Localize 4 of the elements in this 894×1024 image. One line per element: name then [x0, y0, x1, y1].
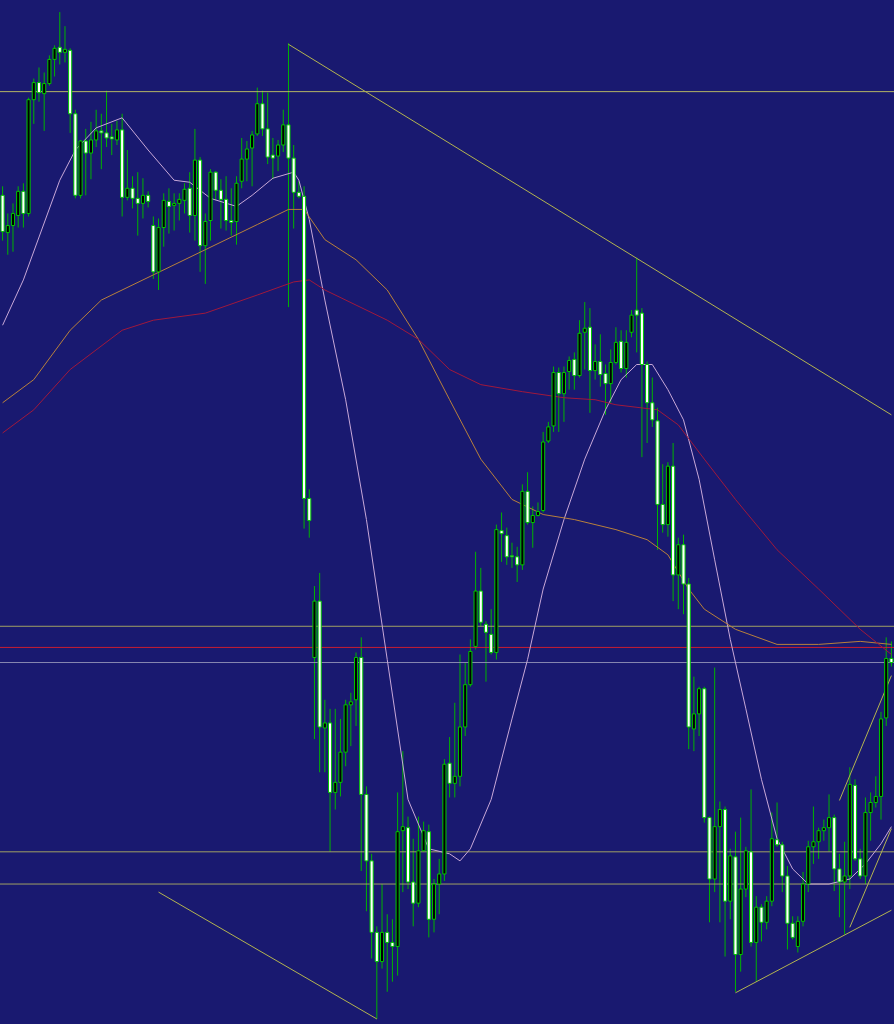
- candlestick: [561, 366, 567, 423]
- candlestick: [88, 121, 94, 180]
- candlestick: [36, 66, 42, 103]
- candlestick: [483, 620, 489, 683]
